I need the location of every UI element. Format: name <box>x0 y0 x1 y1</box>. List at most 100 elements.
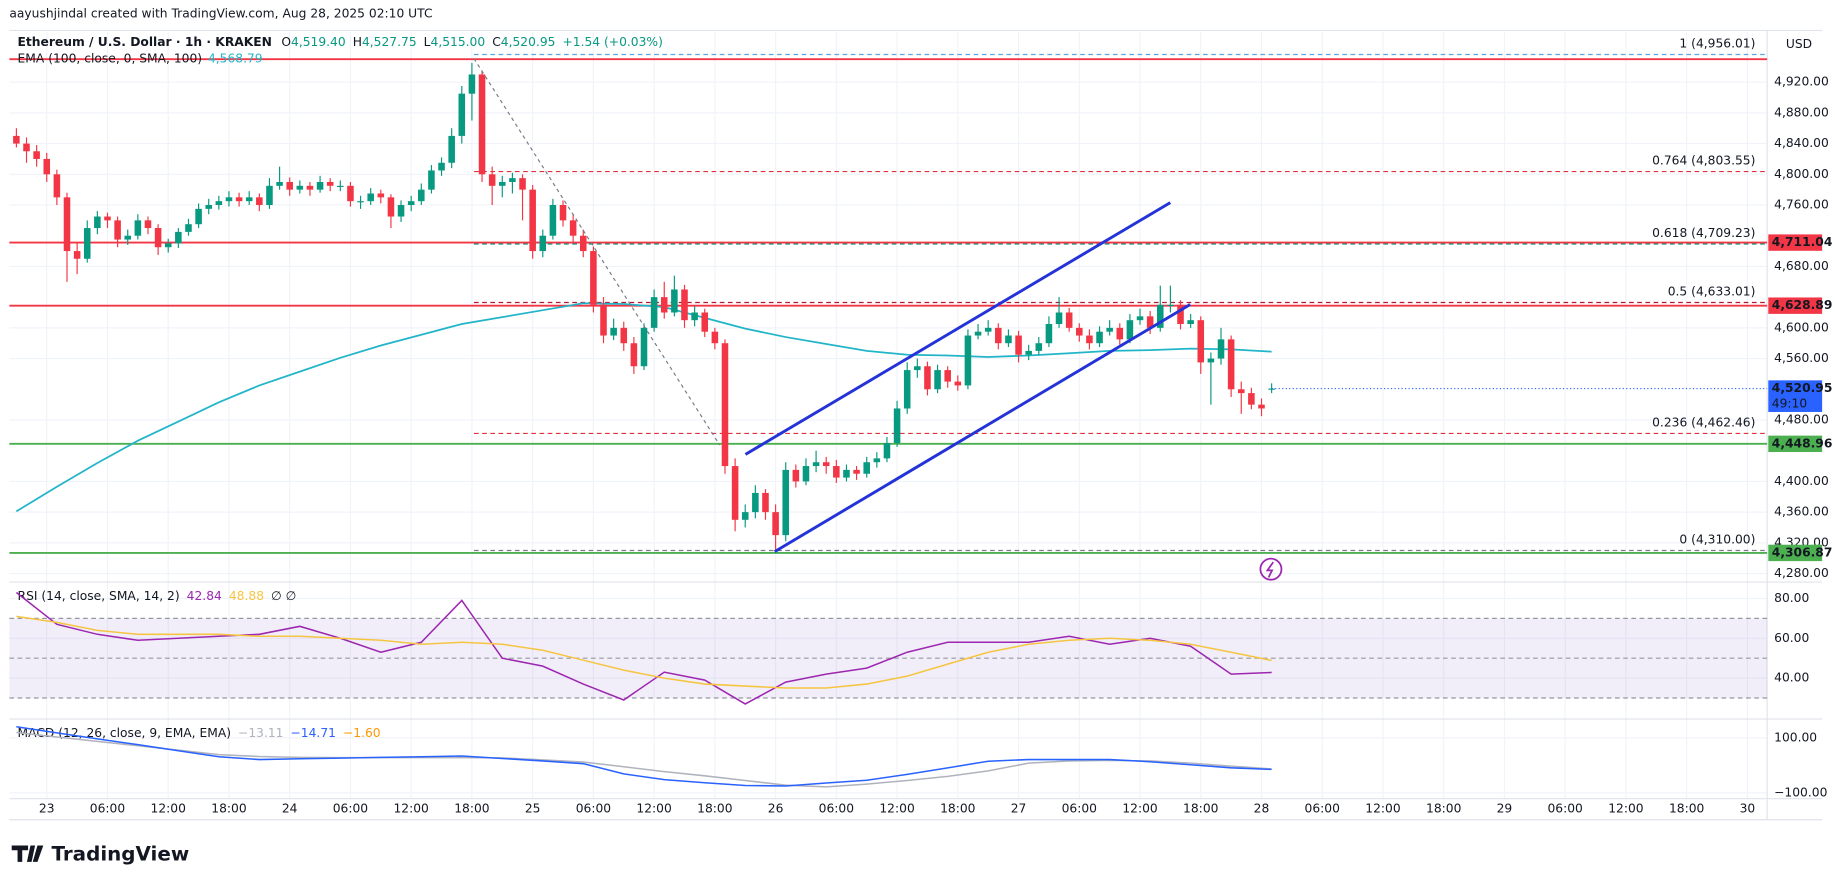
candle-body <box>721 343 729 467</box>
logo-text: TradingView <box>51 842 189 865</box>
candle-body <box>478 74 486 175</box>
candle-body <box>448 135 455 163</box>
candle-body <box>418 189 425 202</box>
grid <box>9 31 1768 799</box>
candle-body <box>974 331 982 336</box>
icon-bolt <box>1265 561 1274 578</box>
candle-body <box>1237 389 1245 394</box>
candle-body <box>428 170 435 190</box>
candle-body <box>539 235 547 252</box>
candle-body <box>792 469 800 482</box>
candle-body <box>225 197 233 202</box>
y-tick-label: 100.00 <box>1774 730 1817 744</box>
fib-label: 1 (4,956.01) <box>1679 36 1755 50</box>
candle-body <box>1268 388 1275 390</box>
candle-body <box>529 189 536 252</box>
candle-body <box>1076 327 1083 336</box>
replay-icon[interactable] <box>1259 557 1283 581</box>
x-tick-label: 18:00 <box>211 802 246 816</box>
last-price-tag <box>1768 380 1823 412</box>
candle-body <box>458 93 466 136</box>
symbol-title: Ethereum / U.S. Dollar · 1h · KRAKEN <box>18 35 272 49</box>
x-tick-label: 29 <box>1497 802 1513 816</box>
candle-body <box>367 193 374 202</box>
candle-body <box>1156 304 1164 328</box>
logo-mark <box>11 845 44 862</box>
y-tick-label: 4,360.00 <box>1774 505 1829 519</box>
candle-body <box>610 327 617 336</box>
candle-body <box>1126 320 1134 340</box>
candle-body <box>620 327 628 344</box>
candle-body <box>286 181 293 190</box>
indicator-title: RSI (14, close, SMA, 14, 2) <box>18 589 180 603</box>
rsi-pane: 80.00 60.00 40.00 RSI (14, close, SMA, 14, … <box>9 589 1809 705</box>
x-tick-label: 12:00 <box>1365 802 1400 816</box>
x-tick-label: 18:00 <box>1183 802 1218 816</box>
y-tick-label: 60.00 <box>1774 631 1809 645</box>
x-tick-label: 18:00 <box>454 802 489 816</box>
candle-body <box>499 181 506 186</box>
level-tag <box>1768 297 1823 314</box>
candle-body <box>63 197 71 252</box>
candle-body <box>833 466 840 478</box>
y-tick-label: −100.00 <box>1774 785 1827 799</box>
candle-body <box>235 197 243 202</box>
ohlc-value: 4,519.40 <box>291 35 346 49</box>
candle-body <box>215 201 223 206</box>
trend-line <box>473 58 721 446</box>
fib-label: 0.5 (4,633.01) <box>1668 284 1756 298</box>
ohlc-key: C <box>492 35 501 49</box>
candle-body <box>43 158 51 175</box>
indicator-value: −1.60 <box>343 726 381 740</box>
candle-body <box>154 228 162 248</box>
candle-body <box>124 235 132 240</box>
channel-upper <box>744 201 1172 456</box>
candle-body <box>802 466 810 482</box>
x-tick-label: 30 <box>1740 802 1756 816</box>
candle-body <box>326 181 334 186</box>
indicator-line <box>16 615 1272 689</box>
indicator-value: 42.84 <box>187 589 222 603</box>
candle-body <box>741 512 749 520</box>
candle-body <box>762 492 769 513</box>
candle-body <box>134 220 142 236</box>
main-legend: Ethereum / U.S. Dollar · 1h · KRAKEN O4,5… <box>18 35 663 49</box>
candle-body <box>185 224 192 232</box>
y-tick-label: 80.00 <box>1774 591 1809 605</box>
ohlc-value: 4,527.75 <box>362 35 417 49</box>
candle-body <box>984 327 992 332</box>
candle-body <box>407 201 415 206</box>
candle-body <box>752 492 759 513</box>
macd-pane: 100.00 −100.00 MACD (12, 26, close, 9, EMA… <box>16 726 1827 799</box>
candle-body <box>630 343 638 367</box>
level-tag-label: 4,448.96 <box>1772 436 1833 450</box>
candle-body <box>114 220 121 240</box>
candle-body <box>94 216 101 229</box>
x-tick-label: 18:00 <box>1669 802 1704 816</box>
candle-body <box>691 312 698 321</box>
candle-body <box>671 289 678 313</box>
candle-body <box>934 370 941 390</box>
ohlc-value: 4,515.00 <box>431 35 486 49</box>
candle-body <box>954 381 962 386</box>
candle-body <box>1227 339 1235 390</box>
level-tag-label: 4,711.04 <box>1772 235 1833 249</box>
candle-body <box>1015 335 1022 355</box>
candle-body <box>640 327 648 367</box>
candle-body <box>650 297 658 328</box>
candle-body <box>853 469 860 474</box>
x-tick-label: 18:00 <box>940 802 975 816</box>
candle-body <box>276 181 283 186</box>
time-axis: 23 06:00 12:00 18:00 24 06:00 12:00 18:00 25 06:0… <box>39 802 1755 816</box>
channel-lower <box>773 303 1191 553</box>
ema-value: 4,568.79 <box>208 51 263 65</box>
candle-body <box>569 220 577 236</box>
candle-body <box>53 174 61 198</box>
candle-body <box>245 197 253 202</box>
x-tick-label: 12:00 <box>1122 802 1157 816</box>
candle-body <box>701 312 709 332</box>
ohlc-key: H <box>353 35 362 49</box>
candle-body <box>1116 327 1124 340</box>
candle-body <box>256 197 263 206</box>
